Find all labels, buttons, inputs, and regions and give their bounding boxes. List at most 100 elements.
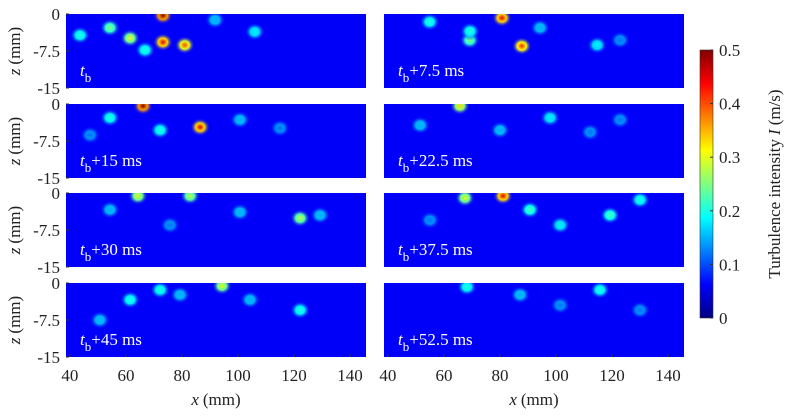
heatmap (89, 283, 311, 329)
label-subscript: b (403, 249, 410, 264)
hotspot (229, 110, 250, 129)
x-tick-label: 80 (491, 366, 508, 385)
hotspot (174, 36, 195, 55)
hotspot (212, 283, 233, 295)
y-axis-label-symbol: z (5, 68, 24, 76)
hotspot (580, 123, 601, 142)
hotspot (159, 216, 180, 235)
hotspot (530, 18, 551, 37)
colorbar-tick-label: 0.3 (719, 148, 740, 167)
hotspot (70, 26, 91, 45)
x-axis-label: x (mm) (190, 390, 240, 409)
y-axis-label-unit: (mm) (5, 117, 24, 155)
hotspot (510, 285, 531, 304)
colorbar-tick-label: 0.4 (719, 95, 741, 114)
hotspot (449, 104, 470, 115)
label-suffix: +7.5 ms (409, 61, 464, 80)
y-tick-label: -15 (37, 169, 60, 188)
panel-label: tb+15 ms (80, 151, 142, 175)
hotspot (99, 200, 120, 219)
hotspot (290, 209, 311, 228)
y-axis-label-symbol: z (5, 247, 24, 255)
heatmap-background (66, 283, 366, 357)
y-tick-label: -7.5 (33, 42, 60, 61)
hotspot (410, 116, 431, 135)
y-tick-label: 0 (52, 95, 61, 114)
label-suffix: +45 ms (91, 330, 142, 349)
label-symbol: t (80, 330, 86, 349)
label-symbol: t (80, 240, 86, 259)
hotspot (170, 285, 191, 304)
hotspot (152, 14, 173, 25)
hotspot (134, 41, 155, 60)
y-axis-label-unit: (mm) (5, 206, 24, 244)
hotspot (589, 283, 610, 299)
heatmap-background (384, 104, 684, 178)
hotspot (240, 290, 261, 309)
label-subscript: b (403, 339, 410, 354)
hotspot (630, 301, 651, 320)
hotspot (419, 211, 440, 230)
hotspot (610, 31, 631, 50)
x-axis-label-symbol: x (190, 390, 199, 409)
y-tick-label: -7.5 (33, 132, 60, 151)
y-axis-label: z (mm) (5, 27, 24, 76)
x-axis-label-unit: (mm) (203, 390, 241, 409)
y-tick-label: 0 (52, 5, 61, 24)
colorbar-tick-label: 0.2 (719, 202, 740, 221)
hotspot (550, 216, 571, 235)
panel-label: tb+52.5 ms (398, 330, 473, 354)
heatmap (419, 14, 631, 56)
heatmap (99, 193, 331, 235)
label-symbol: t (398, 330, 404, 349)
x-tick-label: 140 (655, 366, 681, 385)
colorbar-label-unit: (m/s) (765, 89, 784, 125)
y-tick-label: -7.5 (33, 221, 60, 240)
hotspot (229, 203, 250, 222)
y-axis-label: z (mm) (5, 296, 24, 345)
hotspot (610, 110, 631, 129)
hotspot (600, 206, 621, 225)
heatmap (70, 14, 265, 60)
y-axis-label-unit: (mm) (5, 296, 24, 334)
y-tick-label: 0 (52, 274, 61, 293)
colorbar-label: Turbulence intensity I (m/s) (765, 89, 784, 278)
hotspot (190, 118, 211, 137)
colorbar-label-text: Turbulence intensity (765, 138, 784, 278)
hotspot (454, 193, 475, 207)
hotspot (120, 29, 141, 48)
hotspot (120, 290, 141, 309)
hotspot (205, 14, 226, 29)
panel-label: tb+7.5 ms (398, 61, 464, 85)
y-tick-label: -15 (37, 348, 60, 367)
x-tick-label: 140 (337, 366, 363, 385)
x-tick-label: 60 (435, 366, 452, 385)
y-axis-label-symbol: z (5, 158, 24, 166)
hotspot (540, 108, 561, 127)
colorbar-label-symbol: I (765, 128, 784, 136)
panel-label: tb+22.5 ms (398, 151, 473, 175)
label-symbol: t (398, 151, 404, 170)
panel-label: tb+37.5 ms (398, 240, 473, 264)
y-axis-label-symbol: z (5, 337, 24, 345)
hotspot (519, 200, 540, 219)
label-symbol: t (80, 151, 86, 170)
label-symbol: t (398, 240, 404, 259)
label-subscript: b (85, 249, 92, 264)
label-subscript: b (85, 70, 92, 85)
label-subscript: b (85, 160, 92, 175)
panel-label: tb+45 ms (80, 330, 142, 354)
hotspot (270, 119, 291, 138)
x-axis-label-symbol: x (508, 390, 517, 409)
hotspot (133, 104, 154, 115)
hotspot (630, 193, 651, 209)
label-subscript: b (403, 70, 410, 85)
hotspot (550, 296, 571, 315)
hotspot (310, 206, 331, 225)
label-suffix: +22.5 ms (409, 151, 472, 170)
label-suffix: +30 ms (91, 240, 142, 259)
colorbar-tick-label: 0 (719, 309, 728, 328)
label-symbol: t (80, 61, 86, 80)
x-axis-label: x (mm) (508, 390, 558, 409)
